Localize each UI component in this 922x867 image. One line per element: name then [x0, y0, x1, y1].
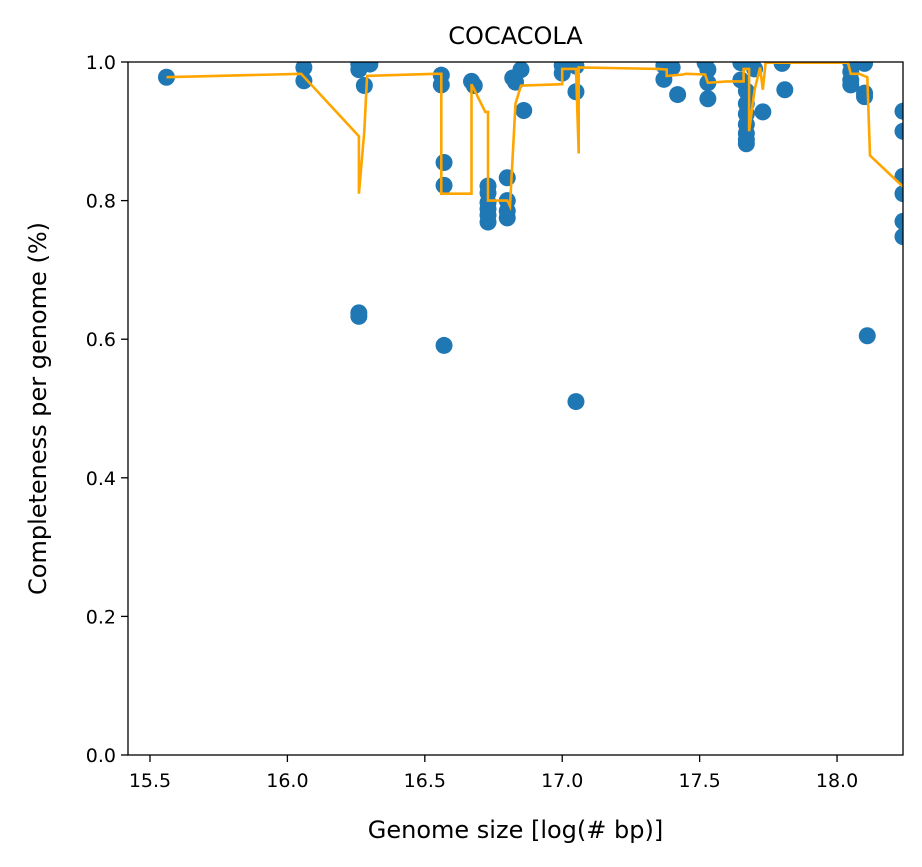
- data-point: [567, 393, 585, 411]
- y-axis-label: Completeness per genome (%): [24, 222, 52, 595]
- data-point: [498, 209, 516, 227]
- y-tick-label: 0.0: [86, 745, 116, 767]
- data-point: [157, 68, 175, 86]
- data-point: [295, 72, 313, 90]
- data-point: [754, 103, 772, 121]
- data-point: [515, 102, 533, 120]
- data-point: [465, 77, 483, 95]
- data-point: [498, 169, 516, 187]
- x-tick-label: 16.5: [404, 770, 446, 792]
- data-point: [894, 212, 903, 230]
- data-point: [894, 122, 903, 140]
- plot-frame: [127, 61, 904, 756]
- y-tick-label: 0.2: [86, 606, 116, 628]
- y-tick-label: 0.6: [86, 329, 116, 351]
- data-point: [350, 307, 368, 325]
- data-point: [435, 153, 453, 171]
- y-tick-label: 0.8: [86, 191, 116, 213]
- x-tick-label: 15.5: [129, 770, 171, 792]
- trend-line: [166, 62, 903, 212]
- data-point: [856, 88, 874, 106]
- data-point: [737, 82, 755, 100]
- data-point: [858, 327, 876, 345]
- y-tick-label: 1.0: [86, 52, 116, 74]
- data-point: [773, 62, 791, 72]
- data-point: [512, 62, 530, 79]
- data-point: [295, 62, 313, 77]
- data-point: [894, 185, 903, 203]
- data-point: [669, 86, 687, 104]
- data-points: [157, 62, 903, 411]
- data-point: [699, 90, 717, 108]
- data-point: [856, 62, 874, 72]
- data-point: [435, 176, 453, 194]
- chart-title: COCACOLA: [448, 22, 583, 50]
- data-point: [776, 81, 794, 99]
- data-point: [361, 62, 379, 73]
- data-point: [894, 228, 903, 246]
- x-axis-ticks: 15.5 16.0 16.5 17.0 17.5 18.0: [129, 755, 858, 792]
- data-point: [435, 336, 453, 354]
- data-point: [479, 213, 497, 231]
- x-tick-label: 16.0: [266, 770, 308, 792]
- plot-area: [157, 62, 903, 411]
- data-point: [842, 76, 860, 94]
- y-tick-label: 0.4: [86, 468, 116, 490]
- x-tick-label: 17.5: [678, 770, 720, 792]
- data-point: [737, 135, 755, 153]
- data-point: [894, 102, 903, 120]
- data-point: [355, 77, 373, 95]
- x-tick-label: 18.0: [816, 770, 858, 792]
- x-tick-label: 17.0: [541, 770, 583, 792]
- y-axis-ticks: 0.0 0.2 0.4 0.6 0.8 1.0: [86, 52, 128, 767]
- x-axis-label: Genome size [log(# bp)]: [368, 816, 663, 844]
